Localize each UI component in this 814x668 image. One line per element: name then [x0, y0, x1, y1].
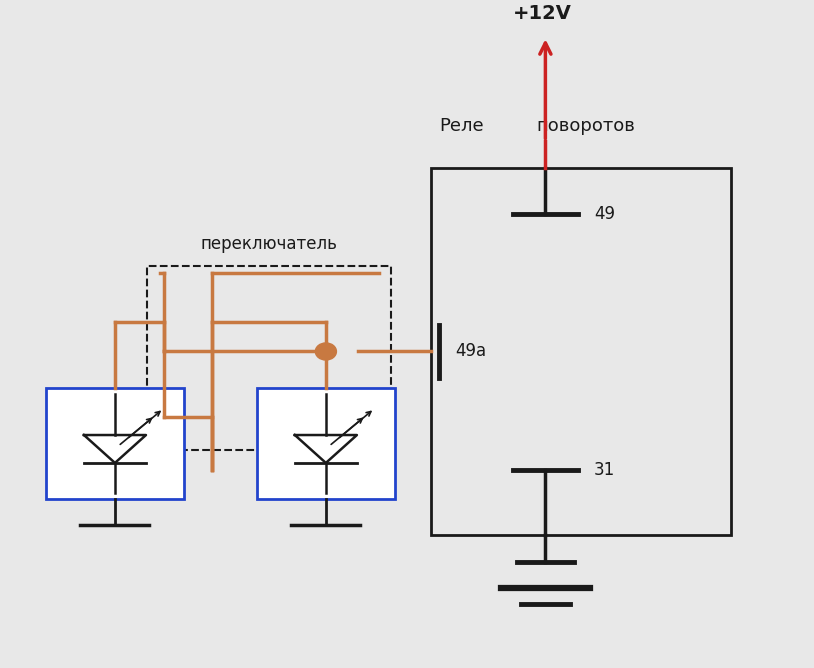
Circle shape [315, 343, 336, 360]
Text: Реле: Реле [440, 117, 484, 135]
Text: 49: 49 [594, 204, 615, 222]
Text: поворотов: поворотов [536, 117, 635, 135]
Text: +12V: +12V [513, 4, 571, 23]
Text: переключатель: переключатель [201, 235, 338, 253]
Bar [431, 168, 732, 535]
Text: 49a: 49a [456, 343, 487, 361]
Bar [46, 387, 184, 499]
Bar [147, 266, 391, 450]
Text: 31: 31 [594, 461, 615, 479]
Bar [257, 387, 395, 499]
